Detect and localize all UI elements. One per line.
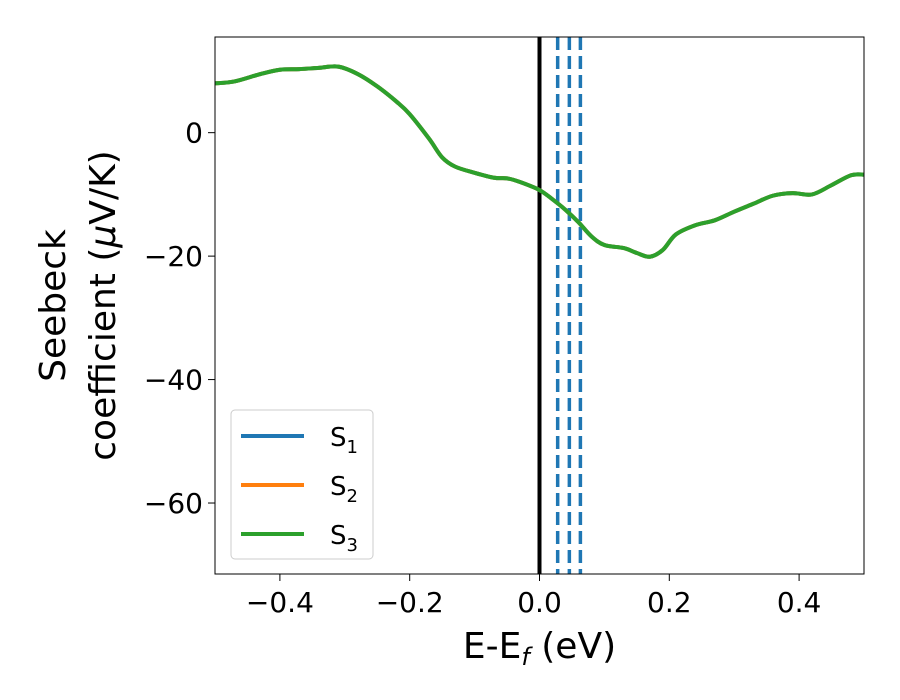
x-tick-label: 0.4: [777, 586, 822, 619]
x-tick-label: −0.2: [376, 586, 444, 619]
x-tick-label: 0.2: [647, 586, 692, 619]
x-tick-label: −0.4: [246, 586, 314, 619]
legend-label-s3: S3: [330, 521, 358, 556]
y-tick-label: 0: [185, 117, 203, 150]
y-axis-title-line1: Seebeck: [33, 229, 74, 382]
series-line-s3: [215, 64, 864, 259]
series-layer: [215, 64, 864, 259]
y-tick-label: −60: [144, 487, 203, 520]
vertical-lines-layer: [537, 37, 583, 574]
y-tick-label: −40: [144, 364, 203, 397]
legend: S1 S2 S3: [230, 409, 374, 560]
y-tick-label: −20: [144, 240, 203, 273]
legend-label-s1: S1: [330, 423, 358, 458]
x-axis: −0.4 −0.2 0.0 0.2 0.4: [246, 574, 821, 619]
legend-label-s2: S2: [330, 472, 358, 507]
x-axis-title: E-Ef (eV): [463, 626, 616, 671]
y-axis-title-line2: coefficient (μV/K): [83, 150, 124, 460]
y-axis: 0 −20 −40 −60: [144, 117, 215, 520]
x-tick-label: 0.0: [517, 586, 562, 619]
y-axis-title: Seebeck coefficient (μV/K): [33, 150, 124, 460]
